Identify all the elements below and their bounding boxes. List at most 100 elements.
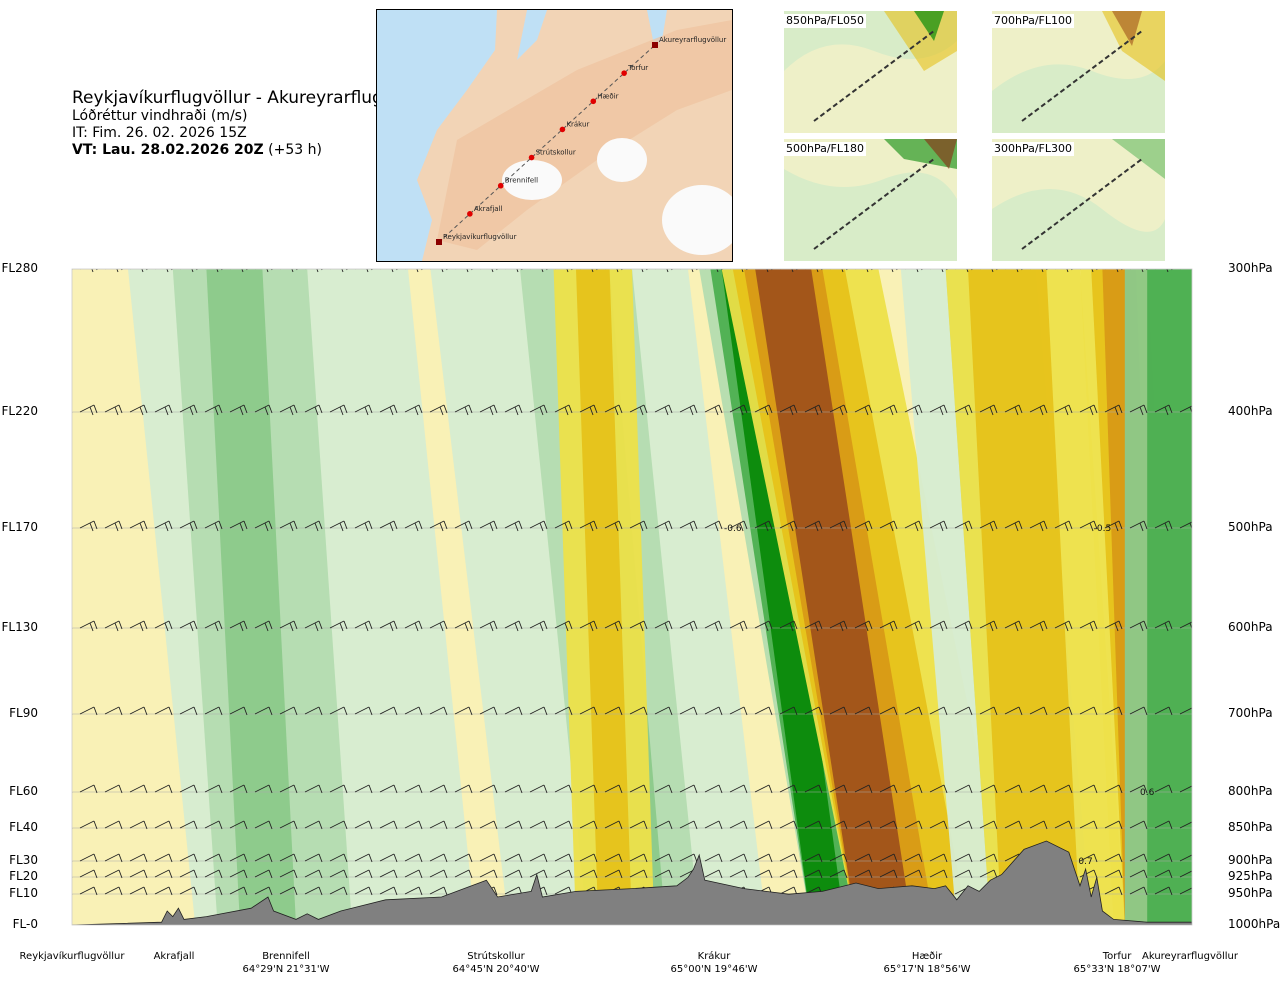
wind-barb [205, 269, 223, 273]
wind-barb [404, 784, 423, 794]
wind-barb [929, 820, 948, 830]
wind-barb [1129, 869, 1148, 879]
wind-barb [129, 853, 148, 863]
route-waypoints: Akureyrarflugvöllur Torfur Hæðir Krákur Strú… [436, 36, 726, 245]
wind-barb [879, 853, 898, 863]
wind-barb [72, 860, 73, 862]
wind-barb [72, 411, 73, 413]
wind-barb [305, 269, 323, 273]
wind-barb [829, 820, 848, 830]
wind-barb [354, 404, 373, 416]
wind-barb [1154, 620, 1173, 632]
wind-barb [1104, 520, 1123, 532]
wind-barb [229, 404, 248, 416]
wind-barb [179, 620, 198, 632]
wind-barb [354, 784, 373, 794]
mini-map-500: 500hPa/FL180 [784, 139, 957, 261]
route-map-svg: Akureyrarflugvöllur Torfur Hæðir Krákur Strú… [377, 10, 732, 261]
wind-barb [355, 269, 373, 273]
wind-barb [929, 620, 948, 632]
wind-barb [1004, 620, 1023, 632]
wind-barb [630, 269, 648, 273]
wind-barb [229, 869, 248, 879]
wind-barb [629, 784, 648, 794]
contour-label: -0.5 [1094, 524, 1112, 534]
waypoint-marker [590, 98, 597, 105]
wind-barb [429, 520, 448, 532]
wind-barb [979, 520, 998, 532]
wind-barb [105, 269, 123, 273]
wind-barb [79, 520, 98, 532]
wind-barb [754, 820, 773, 830]
wind-barb [454, 869, 473, 879]
wind-barb [129, 784, 148, 794]
wind-barb [529, 820, 548, 830]
wind-barb [229, 853, 248, 863]
wind-barb [379, 520, 398, 532]
wind-barb [429, 784, 448, 794]
wind-barb [404, 520, 423, 532]
wind-barb [354, 706, 373, 716]
wind-barb [1129, 404, 1148, 416]
wind-barb [554, 620, 573, 632]
wind-barb [1004, 784, 1023, 794]
wind-barb [504, 404, 523, 416]
wind-barb [704, 706, 723, 716]
wind-barb [679, 820, 698, 830]
wind-barb [429, 620, 448, 632]
wind-barb [404, 869, 423, 879]
wind-barb [1154, 520, 1173, 532]
wind-barb [254, 706, 273, 716]
wind-barb [72, 791, 73, 793]
wind-barb [854, 520, 873, 532]
contour-labels: -0.6 -0.5 0.6 0.7 [724, 524, 1155, 867]
wind-barb [654, 869, 673, 879]
wind-barb [929, 784, 948, 794]
station-name: Reykjavíkurflugvöllur [19, 951, 125, 962]
wind-barb [954, 784, 973, 794]
wind-barb [404, 620, 423, 632]
wind-barb [829, 853, 848, 863]
wind-barb [454, 706, 473, 716]
vertical-velocity-bands [128, 269, 1192, 925]
wind-barb [729, 520, 748, 532]
wind-barb [179, 869, 198, 879]
wind-barb [255, 269, 273, 273]
wind-barb [479, 869, 498, 879]
wind-barb [204, 784, 223, 794]
wind-barb [254, 886, 273, 896]
wind-barb [129, 620, 148, 632]
station-coord: 64°45'N 20°40'W [452, 964, 540, 975]
pressure-label: 950hPa [1228, 886, 1273, 900]
station-label: Torfur 65°33'N 18°07'W [1074, 950, 1161, 976]
wind-barb [980, 269, 998, 273]
wind-barb [479, 706, 498, 716]
wind-barb [354, 520, 373, 532]
wind-barb [129, 706, 148, 716]
contour-label: -0.6 [724, 524, 742, 534]
wind-barb [729, 620, 748, 632]
valid-time: VT: Lau. 28.02.2026 20Z (+53 h) [72, 142, 431, 159]
wind-barb [780, 269, 798, 273]
wind-barb [304, 404, 323, 416]
waypoint-marker [621, 70, 627, 76]
wind-barb [805, 269, 823, 273]
wind-barb [204, 520, 223, 532]
wind-barb [579, 706, 598, 716]
wind-barb [554, 404, 573, 416]
wind-barb [1029, 620, 1048, 632]
wind-barb [154, 706, 173, 716]
waypoint-label: Akrafjall [474, 205, 503, 213]
wind-barb [979, 853, 998, 863]
wind-barb [729, 784, 748, 794]
flight-level-label: FL90 [9, 706, 38, 720]
wind-barb [529, 520, 548, 532]
wind-barb [1054, 784, 1073, 794]
mini-map-label: 850hPa/FL050 [784, 14, 867, 28]
terrain-profile [72, 840, 1192, 925]
wind-barb [979, 404, 998, 416]
wind-barb [154, 853, 173, 863]
wind-barb [1129, 620, 1148, 632]
mini-map-500-svg [784, 139, 957, 261]
